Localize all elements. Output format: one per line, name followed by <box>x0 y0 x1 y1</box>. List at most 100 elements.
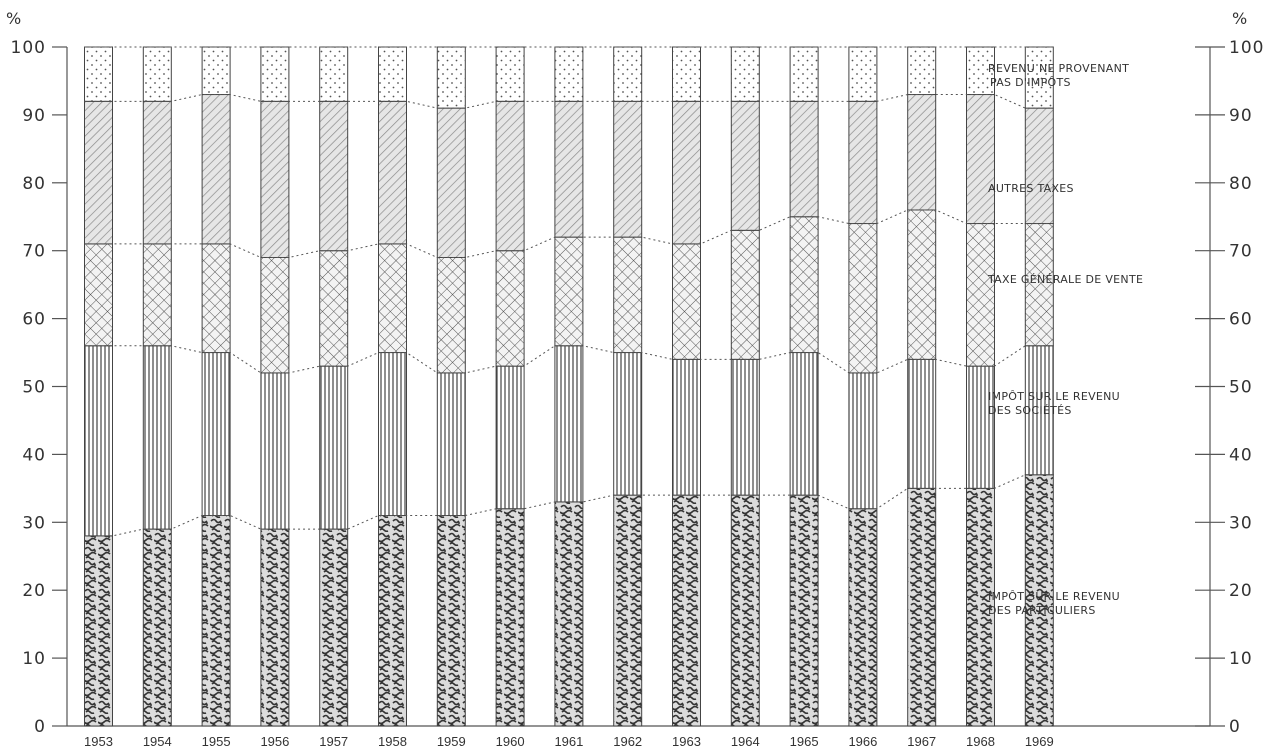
bar-segment-taxe-generale-de-vente-1964 <box>730 229 760 360</box>
left-tick-label: 50 <box>22 378 46 398</box>
bar-segment-taxe-generale-de-vente-1956 <box>260 256 290 374</box>
bar-segment-impot-sur-le-revenu-des-particuliers-1960 <box>495 508 525 727</box>
x-tick-label: 1959 <box>437 734 466 749</box>
bar-segment-impot-sur-le-revenu-des-particuliers-1954 <box>142 528 172 727</box>
x-tick-label: 1962 <box>613 734 642 749</box>
bar-segment-autres-taxes-1954 <box>142 100 172 245</box>
bar-segment-autres-taxes-1959 <box>436 107 466 258</box>
right-tick-label: 70 <box>1229 242 1253 262</box>
bar-segment-revenu-ne-provenant-pas-d-impots-1960 <box>495 46 525 102</box>
bar-segment-impot-sur-le-revenu-des-particuliers-1969 <box>1024 474 1054 727</box>
bar-segment-taxe-generale-de-vente-1958 <box>378 243 407 354</box>
left-tick-label: 70 <box>22 242 46 262</box>
y-ticks: 0 0 10 10 20 20 30 30 40 40 50 50 60 60 70 70 80 80 90 90 10… <box>11 38 1264 737</box>
x-tick-label: 1957 <box>319 734 348 749</box>
bar-segment-revenu-ne-provenant-pas-d-impots-1954 <box>142 46 172 102</box>
bar-segment-impot-sur-le-revenu-des-societes-1966 <box>848 372 878 510</box>
right-tick-label: 50 <box>1229 378 1253 398</box>
bar-segment-revenu-ne-provenant-pas-d-impots-1965 <box>789 46 819 102</box>
bar-segment-impot-sur-le-revenu-des-societes-1960 <box>495 365 525 510</box>
bar-segment-autres-taxes-1953 <box>84 100 113 245</box>
bar-segment-taxe-generale-de-vente-1965 <box>789 216 819 354</box>
bar-segment-impot-sur-le-revenu-des-societes-1956 <box>260 372 290 530</box>
bar-segment-revenu-ne-provenant-pas-d-impots-1969 <box>1024 46 1054 109</box>
right-tick-label: 90 <box>1229 106 1253 126</box>
x-tick-label: 1966 <box>848 734 877 749</box>
bar-segment-impot-sur-le-revenu-des-societes-1964 <box>730 358 760 496</box>
bar-segment-revenu-ne-provenant-pas-d-impots-1955 <box>201 46 231 96</box>
bar-segment-impot-sur-le-revenu-des-societes-1955 <box>201 352 231 517</box>
bar-segment-autres-taxes-1957 <box>319 100 349 252</box>
legend-label-revenu-ne-provenant-pas-d-impots: PAS D'IMPÔTS <box>990 76 1071 89</box>
bar-segment-revenu-ne-provenant-pas-d-impots-1958 <box>378 46 407 102</box>
bar-segment-revenu-ne-provenant-pas-d-impots-1962 <box>613 46 643 102</box>
x-tick-label: 1954 <box>143 734 172 749</box>
bar-segment-taxe-generale-de-vente-1959 <box>436 256 466 374</box>
bar-segment-impot-sur-le-revenu-des-particuliers-1967 <box>907 487 937 727</box>
bar-segment-revenu-ne-provenant-pas-d-impots-1964 <box>730 46 760 102</box>
x-tick-label: 1955 <box>202 734 231 749</box>
left-tick-label: 90 <box>22 106 46 126</box>
x-tick-label: 1967 <box>907 734 936 749</box>
bar-segment-autres-taxes-1962 <box>613 100 643 238</box>
bar-segment-taxe-generale-de-vente-1960 <box>495 250 525 367</box>
bar-segment-revenu-ne-provenant-pas-d-impots-1966 <box>848 46 878 102</box>
legend-label-impot-sur-le-revenu-des-particuliers: IMPÔT SUR LE REVENU <box>988 590 1120 603</box>
legend-label-impot-sur-le-revenu-des-societes: IMPÔT SUR LE REVENU <box>988 390 1120 403</box>
bar-segment-autres-taxes-1958 <box>378 100 407 245</box>
bar-segment-impot-sur-le-revenu-des-societes-1963 <box>672 358 701 496</box>
bar-segment-taxe-generale-de-vente-1967 <box>907 209 937 360</box>
bar-segment-impot-sur-le-revenu-des-societes-1961 <box>554 345 584 503</box>
band-boundary-line <box>84 209 1054 258</box>
bar-segment-revenu-ne-provenant-pas-d-impots-1959 <box>436 46 466 109</box>
x-tick-label: 1964 <box>731 734 760 749</box>
bar-segment-autres-taxes-1965 <box>789 100 819 218</box>
bar-segment-autres-taxes-1968 <box>966 94 995 225</box>
right-tick-label: 10 <box>1229 649 1253 669</box>
bar-segment-autres-taxes-1961 <box>554 100 584 238</box>
bars <box>84 46 1054 727</box>
left-tick-label: 10 <box>22 649 46 669</box>
bar-segment-impot-sur-le-revenu-des-societes-1953 <box>84 345 113 537</box>
right-unit-label: % <box>1232 9 1247 28</box>
bar-segment-impot-sur-le-revenu-des-particuliers-1953 <box>84 535 113 727</box>
bar-segment-impot-sur-le-revenu-des-societes-1954 <box>142 345 172 530</box>
bar-segment-revenu-ne-provenant-pas-d-impots-1968 <box>966 46 995 96</box>
bar-segment-revenu-ne-provenant-pas-d-impots-1956 <box>260 46 290 102</box>
bar-segment-autres-taxes-1967 <box>907 94 937 211</box>
x-tick-label: 1961 <box>554 734 583 749</box>
band-boundary-line <box>84 94 1054 109</box>
right-tick-label: 80 <box>1229 174 1253 194</box>
bar-segment-impot-sur-le-revenu-des-societes-1958 <box>378 352 407 517</box>
x-tick-label: 1958 <box>378 734 407 749</box>
right-tick-label: 30 <box>1229 513 1253 533</box>
bar-segment-taxe-generale-de-vente-1957 <box>319 250 349 367</box>
bar-segment-taxe-generale-de-vente-1955 <box>201 243 231 354</box>
bar-segment-impot-sur-le-revenu-des-societes-1957 <box>319 365 349 530</box>
bar-segment-autres-taxes-1969 <box>1024 107 1054 225</box>
left-tick-label: 30 <box>22 513 46 533</box>
bar-segment-taxe-generale-de-vente-1968 <box>966 223 995 367</box>
x-tick-label: 1969 <box>1025 734 1054 749</box>
bar-segment-autres-taxes-1960 <box>495 100 525 252</box>
bar-segment-taxe-generale-de-vente-1963 <box>672 243 701 360</box>
legend-label-revenu-ne-provenant-pas-d-impots: REVENU NE PROVENANT <box>988 62 1129 75</box>
legend-label-impot-sur-le-revenu-des-societes: DES SOCIÉTÉS <box>988 404 1072 417</box>
bar-segment-autres-taxes-1956 <box>260 100 290 258</box>
bar-segment-impot-sur-le-revenu-des-societes-1959 <box>436 372 466 517</box>
bar-segment-impot-sur-le-revenu-des-particuliers-1956 <box>260 528 290 727</box>
right-tick-label: 100 <box>1229 38 1264 58</box>
bar-segment-taxe-generale-de-vente-1961 <box>554 236 584 347</box>
bar-segment-revenu-ne-provenant-pas-d-impots-1963 <box>672 46 701 102</box>
left-tick-label: 20 <box>22 581 46 601</box>
x-tick-label: 1953 <box>84 734 113 749</box>
bar-segment-impot-sur-le-revenu-des-particuliers-1959 <box>436 515 466 727</box>
x-tick-label: 1960 <box>496 734 525 749</box>
bar-segment-impot-sur-le-revenu-des-particuliers-1961 <box>554 501 584 727</box>
bar-segment-revenu-ne-provenant-pas-d-impots-1953 <box>84 46 113 102</box>
band-boundary-line <box>84 474 1054 537</box>
bar-segment-autres-taxes-1966 <box>848 100 878 225</box>
bar-segment-impot-sur-le-revenu-des-particuliers-1958 <box>378 515 407 727</box>
bar-segment-taxe-generale-de-vente-1954 <box>142 243 172 347</box>
right-tick-label: 0 <box>1229 717 1241 737</box>
